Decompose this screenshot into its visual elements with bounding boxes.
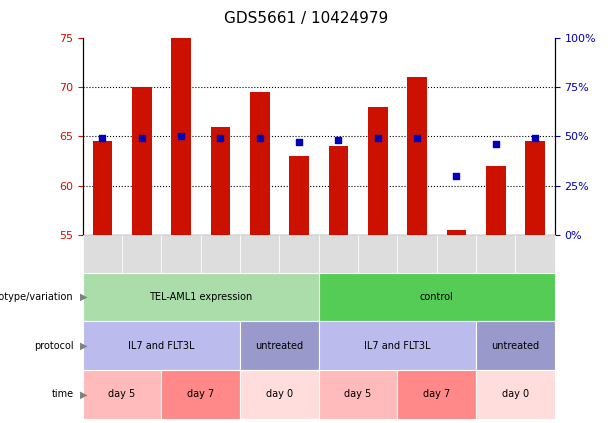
Text: ▶: ▶ <box>80 341 87 351</box>
Text: day 0: day 0 <box>266 390 293 399</box>
Point <box>333 137 343 144</box>
Bar <box>289 156 309 235</box>
Text: genotype/variation: genotype/variation <box>0 292 74 302</box>
Bar <box>407 77 427 235</box>
Point <box>373 135 383 142</box>
Point <box>491 141 501 148</box>
Point <box>216 135 226 142</box>
Point <box>176 133 186 140</box>
Bar <box>132 87 151 235</box>
Bar <box>447 230 466 235</box>
Point <box>294 139 304 146</box>
Text: day 5: day 5 <box>109 390 135 399</box>
Text: ▶: ▶ <box>80 390 87 399</box>
Point <box>412 135 422 142</box>
Point <box>255 135 265 142</box>
Point <box>530 135 540 142</box>
Text: protocol: protocol <box>34 341 74 351</box>
Text: TEL-AML1 expression: TEL-AML1 expression <box>149 292 253 302</box>
Bar <box>250 92 270 235</box>
Text: control: control <box>420 292 454 302</box>
Text: ▶: ▶ <box>80 292 87 302</box>
Bar <box>211 126 230 235</box>
Point <box>452 172 462 179</box>
Bar <box>368 107 387 235</box>
Text: day 5: day 5 <box>345 390 371 399</box>
Text: time: time <box>51 390 74 399</box>
Bar <box>525 141 545 235</box>
Text: IL7 and FLT3L: IL7 and FLT3L <box>364 341 431 351</box>
Text: day 0: day 0 <box>502 390 529 399</box>
Text: IL7 and FLT3L: IL7 and FLT3L <box>128 341 195 351</box>
Bar <box>93 141 112 235</box>
Text: untreated: untreated <box>256 341 303 351</box>
Bar <box>171 38 191 235</box>
Point <box>137 135 147 142</box>
Text: day 7: day 7 <box>423 390 451 399</box>
Point <box>97 135 107 142</box>
Bar <box>486 166 506 235</box>
Text: untreated: untreated <box>492 341 539 351</box>
Text: day 7: day 7 <box>187 390 215 399</box>
Bar <box>329 146 348 235</box>
Text: GDS5661 / 10424979: GDS5661 / 10424979 <box>224 11 389 25</box>
